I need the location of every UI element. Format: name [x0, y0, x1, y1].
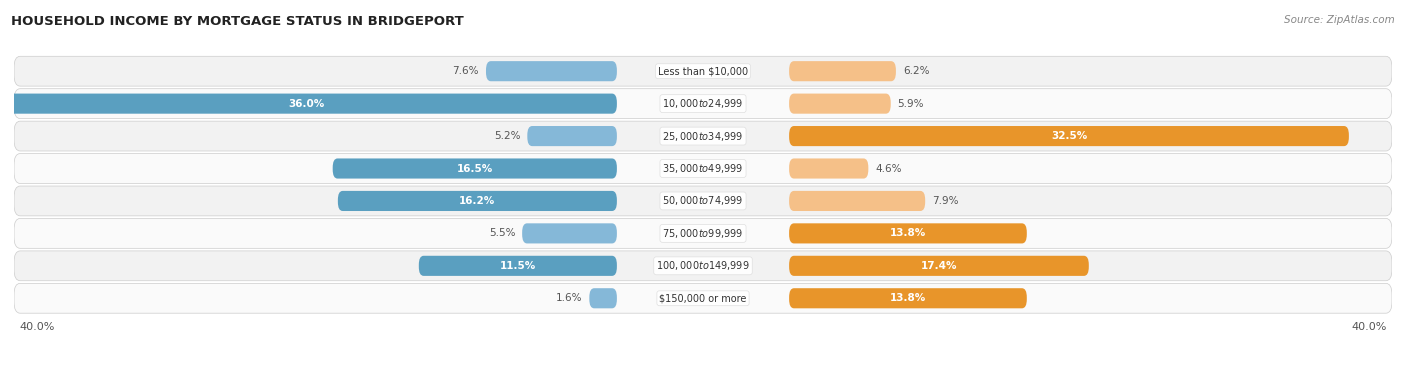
FancyBboxPatch shape: [589, 288, 617, 308]
FancyBboxPatch shape: [14, 56, 1392, 86]
FancyBboxPatch shape: [14, 218, 1392, 248]
Text: HOUSEHOLD INCOME BY MORTGAGE STATUS IN BRIDGEPORT: HOUSEHOLD INCOME BY MORTGAGE STATUS IN B…: [11, 15, 464, 28]
Text: 5.9%: 5.9%: [897, 99, 924, 109]
FancyBboxPatch shape: [14, 251, 1392, 281]
Text: 13.8%: 13.8%: [890, 293, 927, 303]
Text: $75,000 to $99,999: $75,000 to $99,999: [662, 227, 744, 240]
FancyBboxPatch shape: [789, 126, 1348, 146]
FancyBboxPatch shape: [14, 284, 1392, 313]
Text: $35,000 to $49,999: $35,000 to $49,999: [662, 162, 744, 175]
FancyBboxPatch shape: [789, 288, 1026, 308]
Text: 40.0%: 40.0%: [1351, 322, 1386, 332]
FancyBboxPatch shape: [522, 223, 617, 244]
Text: 4.6%: 4.6%: [875, 164, 901, 173]
FancyBboxPatch shape: [789, 223, 1026, 244]
FancyBboxPatch shape: [527, 126, 617, 146]
FancyBboxPatch shape: [789, 93, 891, 114]
FancyBboxPatch shape: [14, 121, 1392, 151]
FancyBboxPatch shape: [789, 61, 896, 81]
FancyBboxPatch shape: [337, 191, 617, 211]
Text: Less than $10,000: Less than $10,000: [658, 66, 748, 76]
Text: 13.8%: 13.8%: [890, 228, 927, 238]
FancyBboxPatch shape: [14, 89, 1392, 118]
Text: $10,000 to $24,999: $10,000 to $24,999: [662, 97, 744, 110]
Text: 6.2%: 6.2%: [903, 66, 929, 76]
FancyBboxPatch shape: [14, 153, 1392, 184]
Legend: Without Mortgage, With Mortgage: Without Mortgage, With Mortgage: [574, 374, 832, 377]
Text: 11.5%: 11.5%: [499, 261, 536, 271]
Text: 5.2%: 5.2%: [494, 131, 520, 141]
FancyBboxPatch shape: [333, 158, 617, 179]
Text: 40.0%: 40.0%: [20, 322, 55, 332]
Text: $25,000 to $34,999: $25,000 to $34,999: [662, 130, 744, 143]
FancyBboxPatch shape: [14, 186, 1392, 216]
Text: 16.5%: 16.5%: [457, 164, 494, 173]
FancyBboxPatch shape: [789, 256, 1088, 276]
Text: $150,000 or more: $150,000 or more: [659, 293, 747, 303]
Text: 16.2%: 16.2%: [460, 196, 495, 206]
Text: 36.0%: 36.0%: [288, 99, 325, 109]
FancyBboxPatch shape: [789, 158, 869, 179]
Text: 5.5%: 5.5%: [489, 228, 515, 238]
Text: Source: ZipAtlas.com: Source: ZipAtlas.com: [1284, 15, 1395, 25]
Text: 1.6%: 1.6%: [555, 293, 582, 303]
Text: 7.9%: 7.9%: [932, 196, 959, 206]
Text: $50,000 to $74,999: $50,000 to $74,999: [662, 195, 744, 207]
Text: 7.6%: 7.6%: [453, 66, 479, 76]
Text: 17.4%: 17.4%: [921, 261, 957, 271]
Text: $100,000 to $149,999: $100,000 to $149,999: [657, 259, 749, 272]
FancyBboxPatch shape: [419, 256, 617, 276]
FancyBboxPatch shape: [486, 61, 617, 81]
FancyBboxPatch shape: [0, 93, 617, 114]
Text: 32.5%: 32.5%: [1050, 131, 1087, 141]
FancyBboxPatch shape: [789, 191, 925, 211]
